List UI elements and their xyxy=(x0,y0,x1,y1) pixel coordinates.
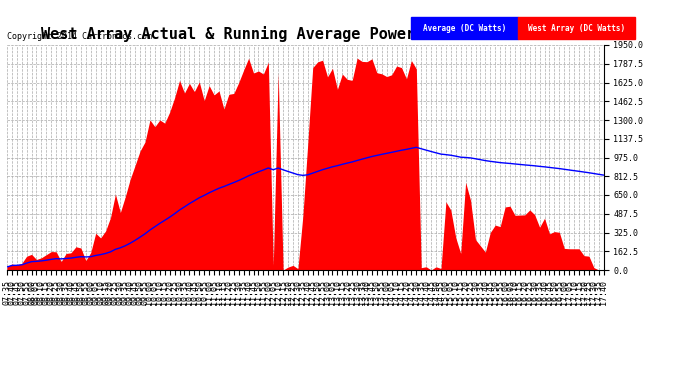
Text: West Array (DC Watts): West Array (DC Watts) xyxy=(528,24,625,33)
Text: Average (DC Watts): Average (DC Watts) xyxy=(423,24,506,33)
Text: Copyright 2014 Cartronics.com: Copyright 2014 Cartronics.com xyxy=(7,32,152,41)
Title: West Array Actual & Running Average Power Tue Oct 28 17:46: West Array Actual & Running Average Powe… xyxy=(41,27,570,42)
Bar xyxy=(518,17,635,39)
Bar xyxy=(411,17,518,39)
